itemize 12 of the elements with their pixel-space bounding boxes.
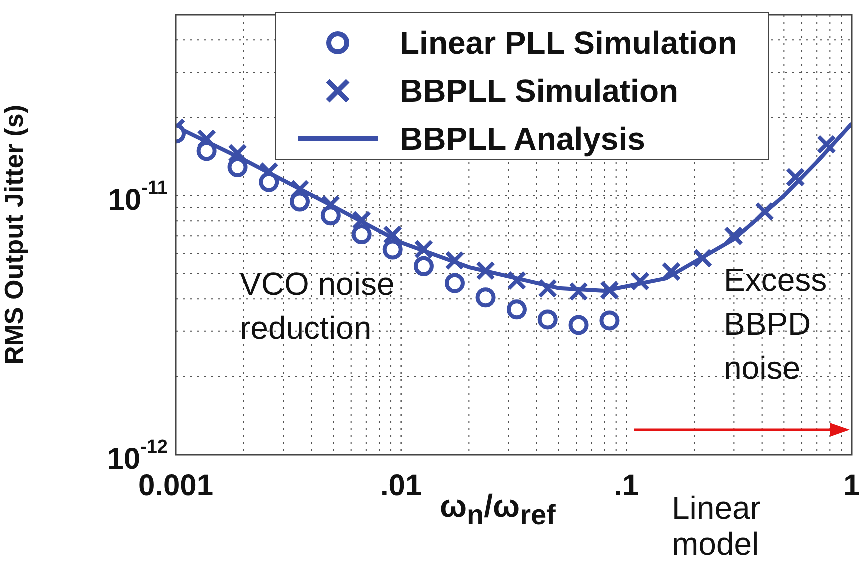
x-tick-label: 0.001 (138, 469, 214, 502)
annotation: Excess BBPD noise (724, 261, 828, 388)
legend-label: Linear PLL Simulation (400, 24, 738, 62)
x-axis-title: ω$_{n}$/ω$_{ref}$ (440, 488, 556, 532)
x-tick-label: .01 (380, 469, 422, 502)
text: Linear model (672, 490, 762, 562)
x-tick-label: 1 (844, 469, 860, 502)
y-axis-title: RMS Output Jitter (s) (0, 105, 29, 365)
x-tick-label: .1 (614, 469, 640, 502)
legend-label: BBPLL Simulation (400, 72, 679, 110)
legend-label: BBPLL Analysis (400, 120, 646, 158)
annotation: VCO noise reduction (240, 265, 396, 348)
